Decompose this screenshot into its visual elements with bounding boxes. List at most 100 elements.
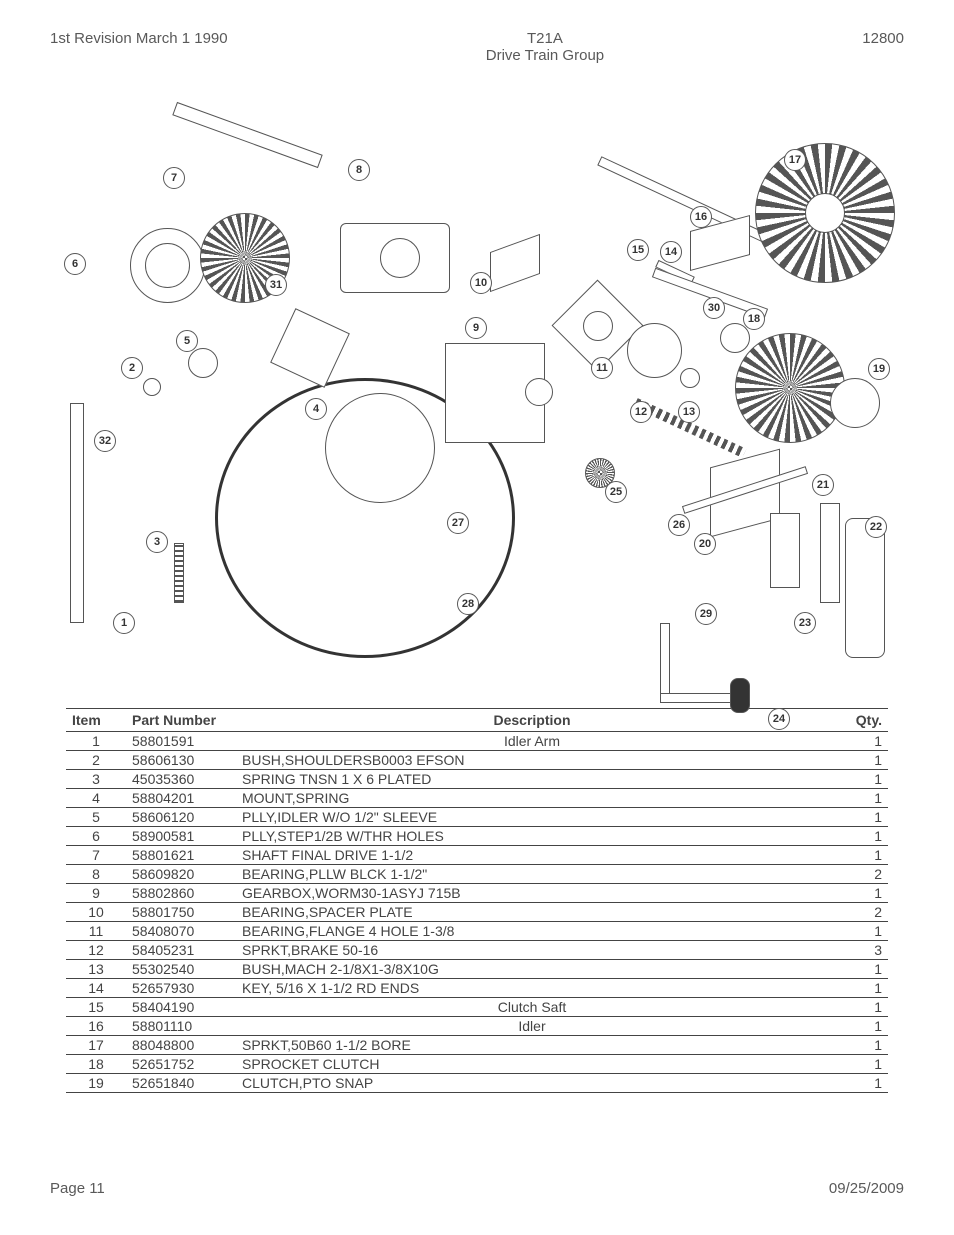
col-item: Item [66,709,126,732]
cell-item: 10 [66,903,126,922]
cell-partnumber: 58606120 [126,808,236,827]
callout-12: 12 [630,401,652,423]
callout-5: 5 [176,330,198,352]
callout-21: 21 [812,474,834,496]
part-pulley-6b [145,243,190,288]
cell-item: 19 [66,1074,126,1093]
table-row: 758801621SHAFT FINAL DRIVE 1-1/21 [66,846,888,865]
callout-4: 4 [305,398,327,420]
callout-3: 3 [146,531,168,553]
callout-18: 18 [743,308,765,330]
callout-10: 10 [470,272,492,294]
cell-partnumber: 52657930 [126,979,236,998]
cell-qty: 1 [828,960,888,979]
cell-partnumber: 52651752 [126,1055,236,1074]
cell-qty: 1 [828,1017,888,1036]
doc-number: 12800 [862,30,904,64]
part-crank-29b [660,693,740,703]
part-sprocket-19 [735,333,845,443]
table-row: 1558404190Clutch Saft1 [66,998,888,1017]
cell-qty: 2 [828,903,888,922]
callout-22: 22 [865,516,887,538]
part-clutch-19 [830,378,880,428]
cell-description: SPROCKET CLUTCH [236,1055,828,1074]
part-bush-13 [680,368,700,388]
cell-qty: 1 [828,732,888,751]
part-assy-24 [845,518,885,658]
cell-qty: 2 [828,865,888,884]
callout-7: 7 [163,167,185,189]
part-gearbox-shaft [525,378,553,406]
cell-partnumber: 58804201 [126,789,236,808]
cell-partnumber: 58609820 [126,865,236,884]
cell-description: Idler Arm [236,732,828,751]
part-sprocket-17-hub [805,193,845,233]
cell-qty: 1 [828,979,888,998]
callout-26: 26 [668,514,690,536]
part-shaft-7 [172,102,322,168]
cell-description: Idler [236,1017,828,1036]
table-row: 658900581PLLY,STEP1/2B W/THR HOLES1 [66,827,888,846]
callout-20: 20 [694,533,716,555]
table-row: 1355302540BUSH,MACH 2-1/8X1-3/8X10G1 [66,960,888,979]
callout-13: 13 [678,401,700,423]
table-row: 1852651752SPROCKET CLUTCH1 [66,1055,888,1074]
part-hub-18 [720,323,750,353]
cell-qty: 1 [828,1036,888,1055]
part-crank-29a [660,623,670,703]
part-spacer-10 [490,234,540,292]
table-row: 1258405231SPRKT,BRAKE 50-163 [66,941,888,960]
callout-16: 16 [690,206,712,228]
cell-description: KEY, 5/16 X 1-1/2 RD ENDS [236,979,828,998]
cell-description: SPRING TNSN 1 X 6 PLATED [236,770,828,789]
callout-2: 2 [121,357,143,379]
cell-item: 5 [66,808,126,827]
cell-item: 6 [66,827,126,846]
cell-partnumber: 88048800 [126,1036,236,1055]
part-bar-23 [820,503,840,603]
cell-partnumber: 58408070 [126,922,236,941]
callout-28: 28 [457,593,479,615]
col-partnumber: Part Number [126,709,236,732]
part-sprocket-12 [627,323,682,378]
group-name: Drive Train Group [228,47,863,64]
callout-25: 25 [605,481,627,503]
cell-partnumber: 58404190 [126,998,236,1017]
table-row: 258606130BUSH,SHOULDERSB0003 EFSON1 [66,751,888,770]
cell-qty: 3 [828,941,888,960]
cell-description: GEARBOX,WORM30-1ASYJ 715B [236,884,828,903]
cell-qty: 1 [828,751,888,770]
table-row: 1952651840CLUTCH,PTO SNAP1 [66,1074,888,1093]
cell-description: PLLY,IDLER W/O 1/2" SLEEVE [236,808,828,827]
cell-qty: 1 [828,770,888,789]
cell-description: MOUNT,SPRING [236,789,828,808]
cell-description: BEARING,SPACER PLATE [236,903,828,922]
cell-qty: 1 [828,998,888,1017]
cell-item: 18 [66,1055,126,1074]
cell-item: 17 [66,1036,126,1055]
callout-9: 9 [465,317,487,339]
cell-item: 11 [66,922,126,941]
cell-description: SPRKT,BRAKE 50-16 [236,941,828,960]
cell-partnumber: 58801750 [126,903,236,922]
cell-description: PLLY,STEP1/2B W/THR HOLES [236,827,828,846]
table-row: 345035360SPRING TNSN 1 X 6 PLATED1 [66,770,888,789]
table-row: 858609820BEARING,PLLW BLCK 1-1/2"2 [66,865,888,884]
cell-partnumber: 58801621 [126,846,236,865]
cell-item: 2 [66,751,126,770]
cell-qty: 1 [828,922,888,941]
callout-32: 32 [94,430,116,452]
cell-item: 3 [66,770,126,789]
cell-description: BUSH,MACH 2-1/8X1-3/8X10G [236,960,828,979]
page-footer: Page 11 09/25/2009 [50,1180,904,1197]
callout-29: 29 [695,603,717,625]
cell-qty: 1 [828,827,888,846]
page-number: Page 11 [50,1180,105,1197]
callout-19: 19 [868,358,890,380]
model-code: T21A [228,30,863,47]
callout-23: 23 [794,612,816,634]
table-row: 158801591Idler Arm1 [66,732,888,751]
callout-24: 24 [768,708,790,730]
header-center: T21A Drive Train Group [228,30,863,64]
cell-description: SPRKT,50B60 1-1/2 BORE [236,1036,828,1055]
